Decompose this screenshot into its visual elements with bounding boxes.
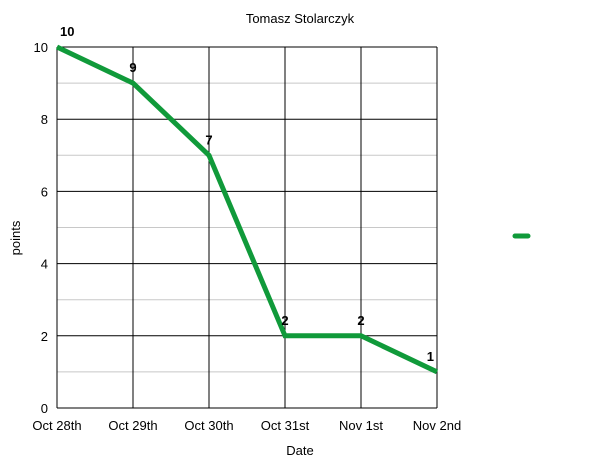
data-label: 7: [205, 132, 212, 147]
series-layer: [55, 44, 439, 375]
y-tick-label: 2: [41, 329, 48, 344]
data-label: 2: [357, 313, 364, 328]
x-tick-label: Oct 29th: [108, 418, 157, 433]
data-label: 2: [281, 313, 288, 328]
data-label: 1: [427, 349, 434, 364]
data-label: 9: [129, 60, 136, 75]
axes: 0 2 4 6 8 10 Oct 28th Oct 29th Oct 30th Oct 31st N…: [32, 40, 461, 433]
data-labels: 10 9 7 2 2 1: [60, 24, 434, 364]
x-tick-label: Oct 31st: [261, 418, 310, 433]
x-axis-title: Date: [286, 443, 313, 458]
series-line: [55, 44, 439, 375]
y-tick-label: 6: [41, 184, 48, 199]
y-tick-label: 4: [41, 257, 48, 272]
y-tick-label: 8: [41, 112, 48, 127]
x-tick-label: Nov 2nd: [413, 418, 461, 433]
chart-title: Tomasz Stolarczyk: [246, 11, 355, 26]
x-tick-label: Nov 1st: [339, 418, 383, 433]
grid: [56, 46, 438, 409]
y-tick-label: 0: [41, 401, 48, 416]
data-label: 10: [60, 24, 74, 39]
x-tick-label: Oct 30th: [184, 418, 233, 433]
y-tick-label: 10: [34, 40, 48, 55]
x-tick-label: Oct 28th: [32, 418, 81, 433]
y-axis-title: points: [8, 220, 23, 255]
